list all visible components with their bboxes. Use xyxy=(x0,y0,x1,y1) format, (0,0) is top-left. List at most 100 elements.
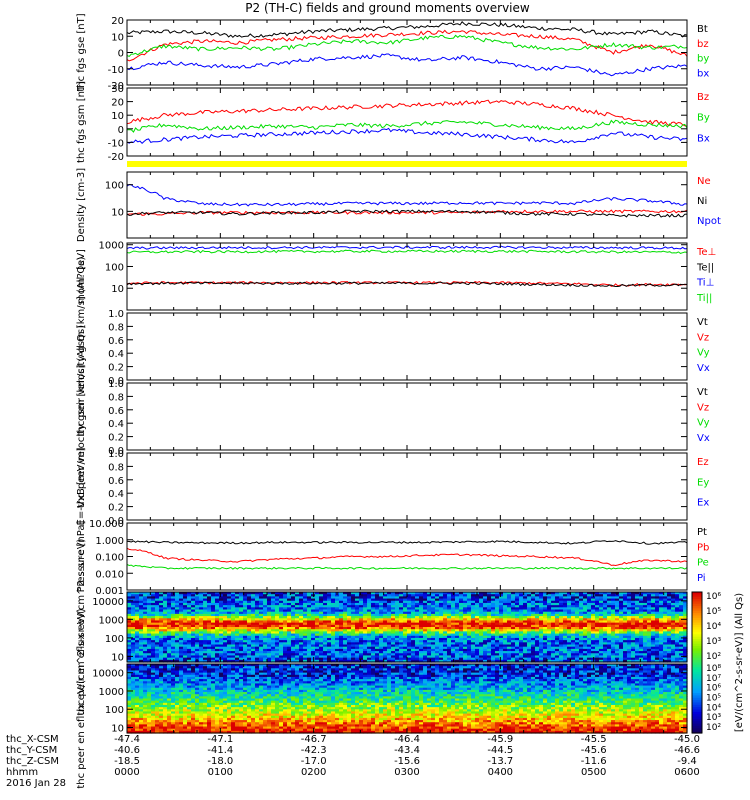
panel-peir-eflux-cell xyxy=(195,598,200,602)
panel-peir-eflux-cell xyxy=(135,631,140,635)
panel-peir-eflux-cell xyxy=(203,646,208,650)
panel-peir-eflux-cell xyxy=(199,594,204,597)
panel-peir-eflux-cell xyxy=(175,594,180,597)
panel-peir-eflux-cell xyxy=(219,657,224,661)
panel-peir-eflux-cell xyxy=(219,607,224,611)
panel-peir-eflux-cell xyxy=(215,609,220,613)
panel-peir-eflux-cell xyxy=(139,596,144,600)
panel-peir-eflux-cell xyxy=(127,620,132,624)
panel-peir-eflux-cell xyxy=(211,655,216,659)
panel-peir-eflux-cell xyxy=(163,648,168,652)
panel-peir-eflux-cell xyxy=(135,620,140,624)
panel-peir-eflux-cell xyxy=(147,607,152,611)
panel-peir-eflux-cell xyxy=(155,592,160,595)
panel-peir-eflux-cell xyxy=(191,611,196,615)
panel-peir-velocity-legend-vt: Vt xyxy=(697,317,708,328)
panel-peir-eflux-cell xyxy=(135,640,140,643)
panel-peir-eflux-cell xyxy=(215,629,220,632)
panel-peir-eflux-cell xyxy=(147,659,152,663)
panel-peir-eflux-cell xyxy=(167,605,172,608)
panel-peir-eflux-cell xyxy=(191,633,196,637)
panel-peir-eflux-cell xyxy=(139,637,144,641)
panel-peir-eflux-cell xyxy=(151,629,156,632)
panel-peir-eflux-cell xyxy=(159,611,164,615)
panel-peir-eflux-cell xyxy=(195,609,200,613)
panel-peir-eflux-cell xyxy=(203,642,208,646)
panel-peir-eflux-cell xyxy=(215,646,220,650)
panel-peir-eflux-cell xyxy=(219,613,224,617)
panel-fgs-gse-ytick-label: 10 xyxy=(111,32,124,43)
panel-peir-eflux-cell xyxy=(131,624,136,628)
panel-peir-eflux-cell xyxy=(139,642,144,646)
panel-peir-eflux-cell xyxy=(195,655,200,659)
panel-peir-eflux-cell xyxy=(155,596,160,600)
panel-peir-velocity-ytick-label: 0.4 xyxy=(108,349,124,360)
panel-peir-eflux-cell xyxy=(147,620,152,624)
panel-peir-eflux-cell xyxy=(151,624,156,628)
panel-peir-eflux-cell xyxy=(187,640,192,643)
panel-peir-eflux-cell xyxy=(175,602,180,606)
panel-peir-eflux-cell xyxy=(199,613,204,617)
panel-peir-eflux-cell xyxy=(147,637,152,641)
panel-fgs-gsm-ytick-label: 20 xyxy=(111,98,124,109)
panel-peir-eflux-cell xyxy=(155,642,160,646)
panel-peir-eflux-cell xyxy=(155,655,160,659)
panel-pressure-legend-pb: Pb xyxy=(697,542,709,553)
panel-peir-eflux-cell xyxy=(127,598,132,602)
panel-peir-eflux-cell xyxy=(163,607,168,611)
panel-peir-eflux-cell xyxy=(211,644,216,648)
panel-peir-eflux-cell xyxy=(211,633,216,637)
panel-peir-eflux-cell xyxy=(195,635,200,639)
panel-fgs-gsm-ytick-label: 0 xyxy=(118,125,124,136)
panel-peir-eflux-cell xyxy=(187,651,192,654)
panel-peir-eflux-cell xyxy=(211,620,216,624)
panel-temperature-series-te xyxy=(126,281,688,287)
panel-peir-eflux-cell xyxy=(179,637,184,641)
panel-peir-eflux-cell xyxy=(175,598,180,602)
panel-peir-eflux-cell xyxy=(191,631,196,635)
panel-peir-eflux-cell xyxy=(207,657,212,661)
panel-peir-eflux-cell xyxy=(127,653,132,657)
panel-peir-eflux-cell xyxy=(155,637,160,641)
panel-peir-eflux-cell xyxy=(195,640,200,643)
panel-peir-eflux-cell xyxy=(171,653,176,657)
panel-peir-eflux-cell xyxy=(159,637,164,641)
panel-peir-eflux-cell xyxy=(203,598,208,602)
panel-peer-velocity-legend-vz: Vz xyxy=(697,402,709,413)
panel-peir-eflux-cell xyxy=(179,648,184,652)
panel-peir-eflux-cell xyxy=(179,657,184,661)
panel-peir-eflux-cell xyxy=(195,627,200,630)
panel-peir-eflux-cell xyxy=(207,618,212,622)
panel-fgs-gsm-series-bx xyxy=(126,127,688,144)
panel-peir-eflux-cell xyxy=(167,622,172,626)
panel-peir-eflux-cell xyxy=(199,616,204,619)
panel-efield-ytick-label: 0.6 xyxy=(108,476,124,487)
panel-peir-eflux-cell xyxy=(195,607,200,611)
panel-peir-eflux-cell xyxy=(187,622,192,626)
panel-peir-eflux-cell xyxy=(143,594,148,597)
panel-peir-eflux-cell xyxy=(147,644,152,648)
panel-peir-eflux-cell xyxy=(127,631,132,635)
panel-peir-eflux-cell xyxy=(175,609,180,613)
panel-peir-eflux-cell xyxy=(127,651,132,654)
panel-peir-eflux-cell xyxy=(183,655,188,659)
panel-peir-eflux-cell xyxy=(139,605,144,608)
panel-peir-eflux-cell xyxy=(175,629,180,632)
panel-peir-eflux-cell xyxy=(207,624,212,628)
panel-peir-eflux-cell xyxy=(215,657,220,661)
panel-peir-eflux-cell xyxy=(159,653,164,657)
panel-peir-eflux-cell xyxy=(199,618,204,622)
panel-peir-eflux-cell xyxy=(159,642,164,646)
panel-peir-eflux-cell xyxy=(167,631,172,635)
panel-peir-eflux-cell xyxy=(163,627,168,630)
panel-peir-eflux-cell xyxy=(131,609,136,613)
panel-peir-eflux-cell xyxy=(179,618,184,622)
panel-peir-eflux-cell xyxy=(139,594,144,597)
panel-peir-eflux-cell xyxy=(187,655,192,659)
panel-peir-eflux-cell xyxy=(187,627,192,630)
panel-peir-eflux-cell xyxy=(179,609,184,613)
panel-peir-eflux-cell xyxy=(207,653,212,657)
panel-peir-eflux-cell xyxy=(143,618,148,622)
panel-peir-eflux-cell xyxy=(199,596,204,600)
panel-peir-eflux-cell xyxy=(219,611,224,615)
